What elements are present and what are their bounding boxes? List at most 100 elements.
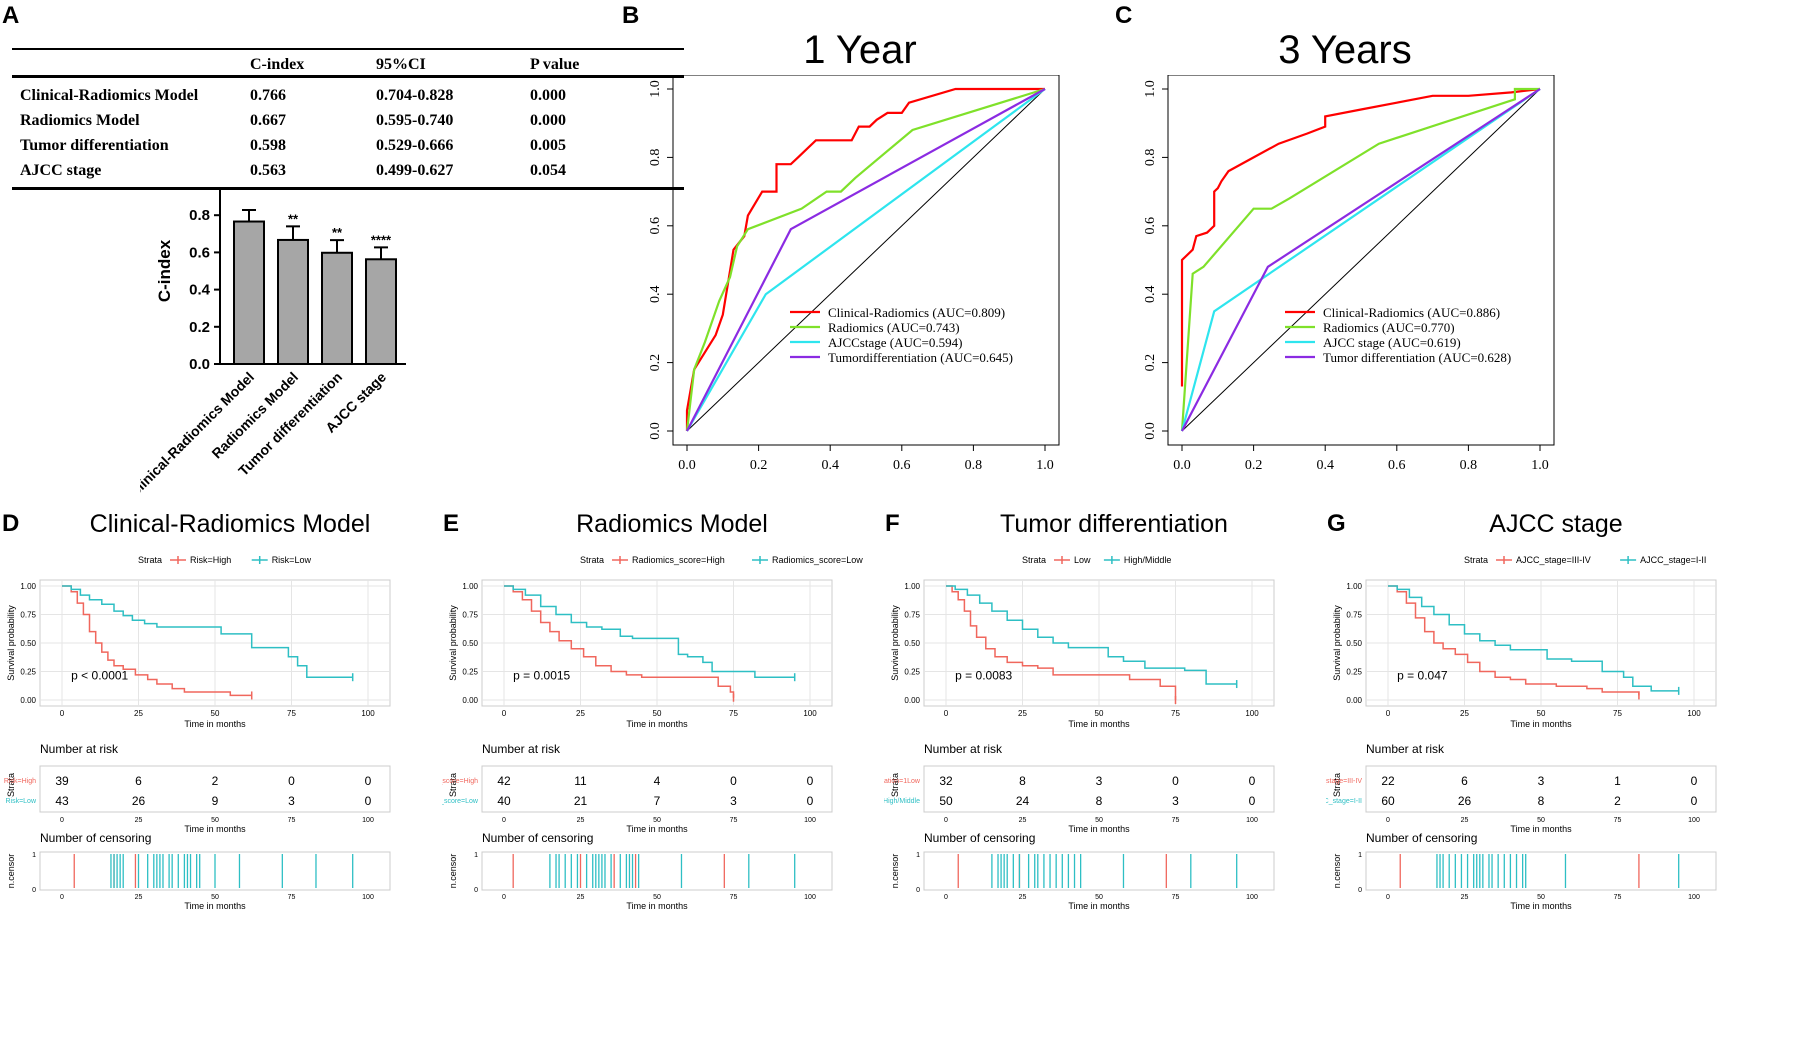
x-tick-label: 50	[211, 894, 219, 901]
risk-count: 6	[135, 774, 142, 788]
risk-count: 0	[365, 774, 372, 788]
risk-table-panel	[923, 765, 1275, 813]
roc-curve	[686, 88, 1046, 432]
risk-table-title: Number at risk	[924, 742, 1003, 756]
x-axis-label: Time in months	[1068, 824, 1130, 834]
censor-y-tick: 1	[32, 852, 36, 859]
legend-label: Radiomics (AUC=0.770)	[1323, 320, 1455, 335]
survival-curve	[1388, 585, 1679, 692]
risk-count: 0	[807, 794, 814, 808]
table-cell: 0.529-0.666	[376, 137, 454, 154]
y-tick-label: 0.8	[1143, 149, 1158, 167]
panel-label-d: D	[2, 510, 20, 537]
risk-table-panel	[1365, 765, 1717, 813]
y-tick-label: 0.6	[1143, 217, 1158, 235]
legend-label: Radiomics (AUC=0.743)	[828, 320, 960, 335]
survival-curve	[946, 585, 1237, 685]
strata-title: Strata	[1022, 555, 1046, 565]
roc-3year-title: 3 Years	[1278, 28, 1412, 72]
risk-table-panel	[39, 765, 391, 813]
y-tick-label: 0.50	[462, 639, 478, 648]
legend-label: AJCCstage (AUC=0.594)	[828, 335, 962, 350]
y-tick-label: 0.8	[648, 149, 663, 167]
x-tick-label: 50	[1095, 894, 1103, 901]
x-axis-label: Time in months	[626, 901, 688, 911]
x-tick-label: 75	[729, 709, 738, 718]
x-axis-label: Time in months	[1068, 719, 1130, 729]
x-tick-label: 0.8	[965, 458, 983, 473]
risk-count: 0	[1172, 774, 1179, 788]
risk-count: 60	[1381, 794, 1395, 808]
x-tick-label: 0	[502, 709, 507, 718]
table-cell: 0.667	[250, 112, 286, 129]
x-tick-label: 25	[1018, 709, 1027, 718]
x-tick-label: 75	[1614, 817, 1622, 824]
y-tick-label: 0.25	[1346, 668, 1362, 677]
risk-count: 24	[1016, 794, 1030, 808]
roc-curve	[1180, 88, 1541, 432]
risk-count: 26	[1458, 794, 1472, 808]
y-tick-label: 0.75	[20, 611, 36, 620]
table-cell: 0.766	[250, 87, 286, 104]
x-tick-label: 75	[288, 894, 296, 901]
risk-count: 2	[212, 774, 219, 788]
x-tick-label: 50	[211, 709, 220, 718]
p-value-label: p = 0.0083	[955, 668, 1012, 682]
reference-diagonal	[1181, 88, 1541, 432]
roc-curve	[1180, 87, 1540, 432]
y-tick-label: 0.25	[462, 668, 478, 677]
legend-label: Low	[1074, 555, 1091, 565]
table-cell: AJCC stage	[20, 162, 102, 179]
risk-count: 0	[1691, 774, 1698, 788]
censor-y-tick: 1	[474, 852, 478, 859]
risk-count: 11	[574, 774, 587, 788]
y-tick-label: 0.0	[648, 422, 663, 440]
km-g-title: AJCC stage	[1489, 510, 1623, 538]
plot-frame	[672, 75, 1060, 446]
x-tick-label: 0.0	[1173, 458, 1191, 473]
risk-row-label: Radiomics_score=High	[442, 778, 478, 785]
legend-label: Radiomics_score=High	[632, 555, 725, 565]
risk-count: 6	[1461, 774, 1468, 788]
km-f-title: Tumor differentiation	[1000, 510, 1228, 538]
risk-table-title: Number at risk	[1366, 742, 1445, 756]
risk-count: 32	[939, 774, 953, 788]
x-tick-label: 0	[944, 709, 949, 718]
x-tick-label: 100	[803, 709, 817, 718]
x-tick-label: 100	[804, 817, 816, 824]
censor-ylabel: n.censor	[1332, 854, 1342, 889]
table-cell: 0.000	[530, 112, 566, 129]
x-axis-label: Time in months	[1510, 824, 1572, 834]
risk-count: 0	[730, 774, 737, 788]
censor-panel	[923, 851, 1275, 891]
panel-label-f: F	[885, 510, 900, 537]
y-tick-label: 0.00	[462, 696, 478, 705]
y-axis-label: Survival probability	[1332, 605, 1342, 681]
p-value-label: p < 0.0001	[71, 668, 128, 682]
x-tick-label: 100	[361, 709, 375, 718]
y-axis-label: C-index	[155, 239, 174, 302]
survival-curve	[62, 585, 353, 678]
y-tick-label: 0.0	[1143, 422, 1158, 440]
legend-label: High/Middle	[1124, 555, 1172, 565]
risk-count: 8	[1538, 794, 1545, 808]
censor-title: Number of censoring	[482, 831, 593, 845]
table-cell: Clinical-Radiomics Model	[20, 87, 199, 104]
x-tick-label: 25	[134, 709, 143, 718]
censor-title: Number of censoring	[40, 831, 151, 845]
x-tick-label: 75	[1172, 894, 1180, 901]
survival-curve	[1388, 585, 1640, 696]
x-tick-label: 75	[730, 817, 738, 824]
x-tick-label: 100	[1246, 817, 1258, 824]
risk-table-panel	[481, 765, 833, 813]
x-tick-label: 0	[944, 817, 948, 824]
x-tick-label: 0	[60, 894, 64, 901]
x-tick-label: 50	[1537, 709, 1546, 718]
censor-y-tick: 0	[32, 887, 36, 894]
y-tick-label: 0.50	[20, 639, 36, 648]
x-tick-label: 25	[1019, 894, 1027, 901]
censor-title: Number of censoring	[1366, 831, 1477, 845]
risk-row-label: Radiomics_score=Low	[442, 798, 479, 805]
risk-count: 8	[1096, 794, 1103, 808]
survival-curve	[504, 585, 735, 698]
